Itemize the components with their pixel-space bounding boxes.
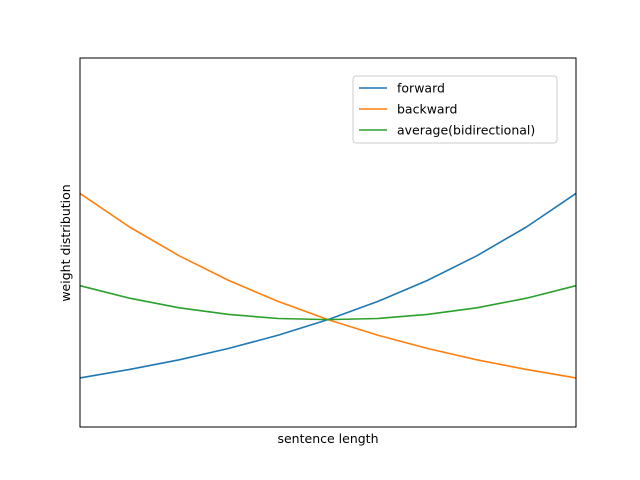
legend: forward backward average(bidirectional) [352, 75, 558, 144]
axes-frame [79, 57, 577, 428]
x-axis-label: sentence length [277, 431, 378, 446]
y-axis-label: weight distribution [58, 184, 73, 301]
legend-label-0: forward [397, 81, 445, 96]
legend-label-2: average(bidirectional) [397, 123, 535, 138]
series-layer [79, 192, 577, 379]
legend-frame [352, 75, 558, 144]
legend-label-1: backward [397, 102, 457, 117]
series-line-average-bidirectional [79, 284, 577, 321]
